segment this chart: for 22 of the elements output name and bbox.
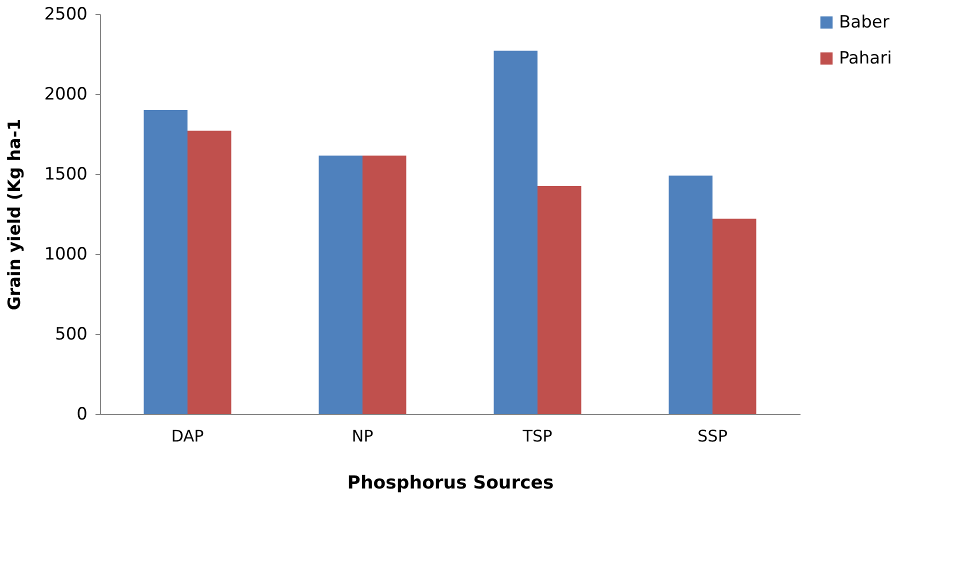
y-tick-label: 2500: [44, 4, 88, 24]
x-tick-label: DAP: [171, 426, 204, 446]
bar: [538, 186, 582, 414]
bar: [712, 218, 756, 414]
bar: [668, 176, 712, 414]
x-tick-label: NP: [352, 426, 374, 446]
y-tick-label: 1500: [44, 164, 88, 184]
legend-label: Pahari: [839, 48, 892, 68]
x-tick-label: SSP: [698, 426, 728, 446]
y-tick-label: 2000: [44, 84, 88, 104]
legend-label: Baber: [839, 12, 890, 32]
bar: [362, 156, 406, 414]
bar: [318, 156, 362, 414]
y-tick-label: 1000: [44, 244, 88, 264]
bar: [144, 110, 188, 414]
bar: [188, 130, 232, 414]
bar: [494, 50, 538, 414]
y-axis-title: Grain yield (Kg ha-1: [5, 118, 26, 310]
x-axis-title: Phosphorus Sources: [347, 472, 554, 494]
y-tick-label: 500: [55, 324, 88, 344]
x-tick-label: TSP: [522, 426, 553, 446]
y-tick-label: 0: [76, 404, 88, 424]
